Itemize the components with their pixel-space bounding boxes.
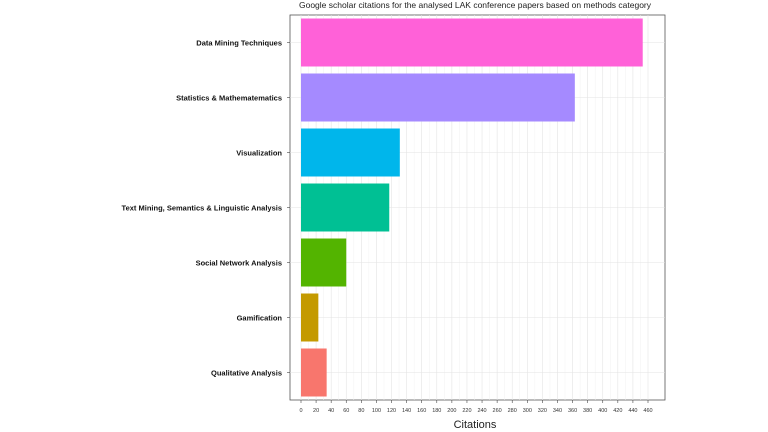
x-tick-label: 40 (328, 408, 334, 414)
x-tick-label: 260 (493, 408, 502, 414)
x-tick-label: 320 (538, 408, 547, 414)
x-tick-label: 440 (628, 408, 637, 414)
x-tick-label: 100 (372, 408, 381, 414)
x-tick-label: 280 (508, 408, 517, 414)
x-tick-label: 0 (299, 408, 302, 414)
x-tick-label: 340 (553, 408, 562, 414)
x-tick-label: 300 (523, 408, 532, 414)
y-tick-label: Social Network Analysis (196, 259, 282, 268)
bar (301, 128, 400, 177)
chart-title: Google scholar citations for the analyse… (299, 0, 652, 10)
x-tick-label: 220 (462, 408, 471, 414)
x-tick-label: 140 (402, 408, 411, 414)
x-tick-label: 20 (313, 408, 319, 414)
y-tick-label: Text Mining, Semantics & Linguistic Anal… (122, 204, 282, 213)
y-tick-label: Visualization (236, 149, 282, 158)
y-tick-label: Data Mining Techniques (196, 39, 282, 48)
y-tick-label: Qualitative Analysis (211, 369, 282, 378)
bar (301, 18, 643, 67)
x-tick-label: 200 (447, 408, 456, 414)
x-tick-label: 60 (343, 408, 349, 414)
x-tick-label: 160 (417, 408, 426, 414)
y-tick-label: Gamification (237, 314, 283, 323)
x-tick-label: 240 (477, 408, 486, 414)
x-tick-label: 80 (358, 408, 364, 414)
x-tick-label: 180 (432, 408, 441, 414)
x-tick-label: 400 (598, 408, 607, 414)
x-axis-label: Citations (454, 419, 497, 431)
bar (301, 73, 575, 122)
x-tick-label: 380 (583, 408, 592, 414)
bar (301, 183, 390, 232)
bar (301, 238, 347, 287)
y-tick-label: Statistics & Mathematematics (176, 94, 282, 103)
x-tick-label: 120 (387, 408, 396, 414)
bar (301, 293, 319, 342)
bar (301, 348, 327, 397)
x-tick-label: 360 (568, 408, 577, 414)
x-tick-label: 460 (643, 408, 652, 414)
x-tick-label: 420 (613, 408, 622, 414)
